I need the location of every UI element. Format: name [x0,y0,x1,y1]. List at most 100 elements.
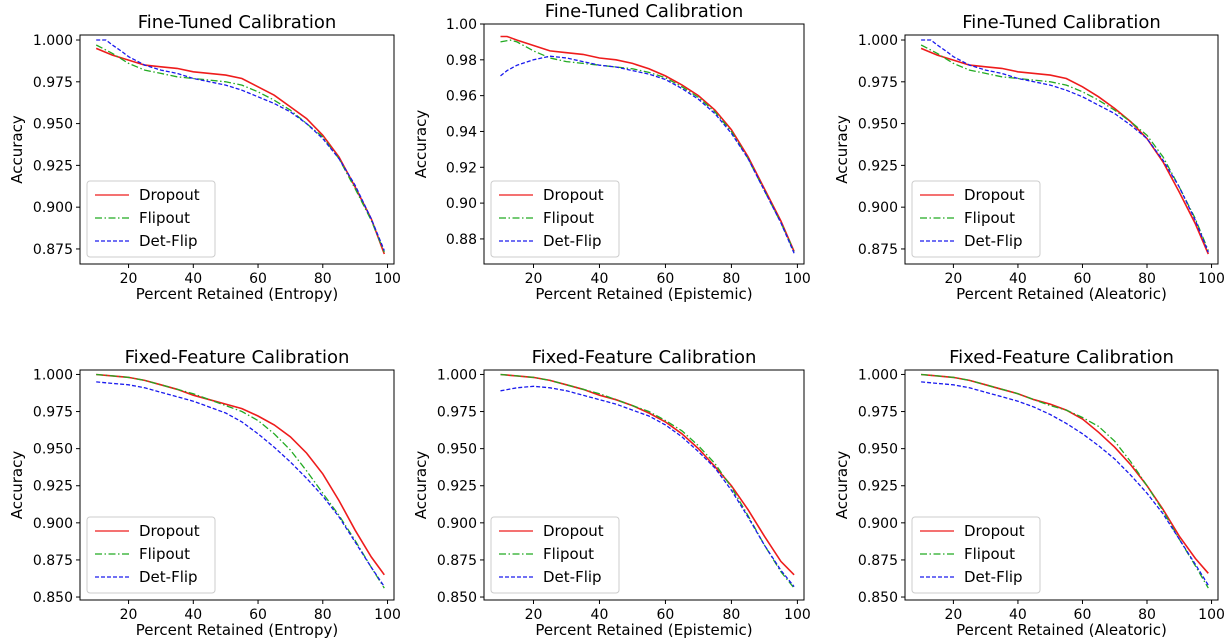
x-axis-label: Percent Retained (Epistemic) [535,621,752,639]
chart-panel-2: 20 40 60 80 100 0.88 0.90 0.92 0.94 0.96 0.98 1.00 F… [412,1,811,303]
legend-label: Flipout [139,209,190,227]
x-tick-label: 80 [314,271,332,287]
chart-title: Fixed-Feature Calibration [949,347,1174,368]
legend: Dropout Flipout Det-Flip [490,516,620,594]
plot-frame [483,23,805,265]
x-tick-label: 60 [1074,607,1092,623]
x-tick-label: 60 [249,271,267,287]
legend-label: Flipout [964,545,1015,563]
legend-label: Det-Flip [139,232,198,250]
legend: Dropout Flipout Det-Flip [911,180,1041,258]
chart-title: Fixed-Feature Calibration [125,347,350,368]
plot-frame [904,34,1219,265]
plot-frame [79,369,395,601]
x-tick-label: 80 [723,607,741,623]
x-axis-label: Percent Retained (Entropy) [136,285,338,303]
y-tick-label: 0.88 [446,232,477,248]
y-tick-label: 0.875 [437,553,477,569]
y-tick-label: 0.925 [437,479,477,495]
chart-panel-6: 20 40 60 80 100 0.850 0.875 0.900 0.925 0.950 0.97… [833,347,1225,639]
x-tick-label: 20 [120,607,138,623]
x-tick-label: 100 [784,607,811,623]
y-tick-label: 0.925 [858,158,898,174]
legend-label: Det-Flip [543,568,602,586]
x-tick-label: 40 [591,607,609,623]
y-tick-label: 1.00 [446,17,477,33]
y-tick-label: 0.950 [858,117,898,133]
series-line-det-flip [500,55,795,254]
x-tick-label: 20 [120,271,138,287]
legend-label: Dropout [964,186,1025,204]
plot-frame [79,34,395,265]
series-line-dropout [500,373,795,576]
legend-label: Flipout [543,209,594,227]
chart-title: Fine-Tuned Calibration [545,1,744,22]
y-tick-label: 0.90 [446,196,477,212]
series-line-flipout [95,44,385,253]
y-tick-label: 0.900 [858,516,898,532]
y-tick-label: 0.96 [446,89,477,105]
legend-label: Det-Flip [543,232,602,250]
series-line-dropout [500,35,795,252]
y-tick-label: 1.000 [437,367,477,383]
y-tick-label: 0.975 [33,75,73,91]
legend-box [490,516,620,594]
legend-label: Det-Flip [139,568,198,586]
y-tick-label: 0.950 [33,442,73,458]
legend-box [490,180,620,258]
y-tick-label: 0.900 [858,200,898,216]
x-tick-label: 60 [1074,271,1092,287]
y-tick-label: 0.875 [858,553,898,569]
series-line-flipout [500,39,795,252]
y-tick-label: 0.950 [33,117,73,133]
plot-frame [483,369,805,601]
legend-label: Dropout [139,522,200,540]
series-line-flipout [96,373,385,589]
y-axis-label: Accuracy [8,451,26,520]
chart-panel-4: 20 40 60 80 100 0.850 0.875 0.900 0.925 0.950 0.97… [8,347,401,639]
y-tick-label: 0.925 [858,479,898,495]
series-line-det-flip [96,39,385,251]
chart-title: Fixed-Feature Calibration [532,347,757,368]
legend-label: Dropout [139,186,200,204]
legend-label: Det-Flip [964,568,1023,586]
legend-label: Dropout [964,522,1025,540]
series-line-det-flip [921,39,1209,253]
y-tick-label: 0.900 [33,516,73,532]
x-tick-label: 100 [784,271,811,287]
x-tick-label: 60 [657,271,675,287]
legend-box [911,180,1041,258]
y-tick-label: 0.850 [33,590,73,606]
x-tick-label: 40 [184,271,202,287]
x-tick-label: 100 [1198,271,1225,287]
x-axis-label: Percent Retained (Epistemic) [535,285,752,303]
y-tick-label: 1.000 [858,367,898,383]
y-tick-label: 0.850 [858,590,898,606]
y-tick-label: 0.950 [437,442,477,458]
x-axis-label: Percent Retained (Entropy) [136,621,338,639]
chart-panel-3: 20 40 60 80 100 0.875 0.900 0.925 0.950 0.975 1.00… [833,12,1225,303]
legend-label: Det-Flip [964,232,1023,250]
legend-label: Flipout [139,545,190,563]
chart-panel-5: 20 40 60 80 100 0.850 0.875 0.900 0.925 0.950 0.97… [412,347,811,639]
chart-title: Fine-Tuned Calibration [138,12,337,33]
y-tick-label: 0.850 [437,590,477,606]
x-tick-label: 80 [1138,271,1156,287]
series-line-det-flip [921,381,1209,586]
y-axis-label: Accuracy [833,451,851,520]
y-axis-label: Accuracy [412,451,430,520]
x-tick-label: 80 [314,607,332,623]
x-tick-label: 80 [723,271,741,287]
y-tick-label: 0.900 [437,516,477,532]
y-axis-label: Accuracy [412,110,430,179]
legend-box [911,516,1041,594]
legend: Dropout Flipout Det-Flip [86,516,216,594]
y-tick-label: 0.975 [33,405,73,421]
y-tick-label: 0.92 [446,160,477,176]
legend: Dropout Flipout Det-Flip [490,180,620,258]
legend-label: Flipout [543,545,594,563]
y-tick-label: 1.000 [33,367,73,383]
x-tick-label: 40 [591,271,609,287]
y-tick-label: 0.94 [446,124,477,140]
